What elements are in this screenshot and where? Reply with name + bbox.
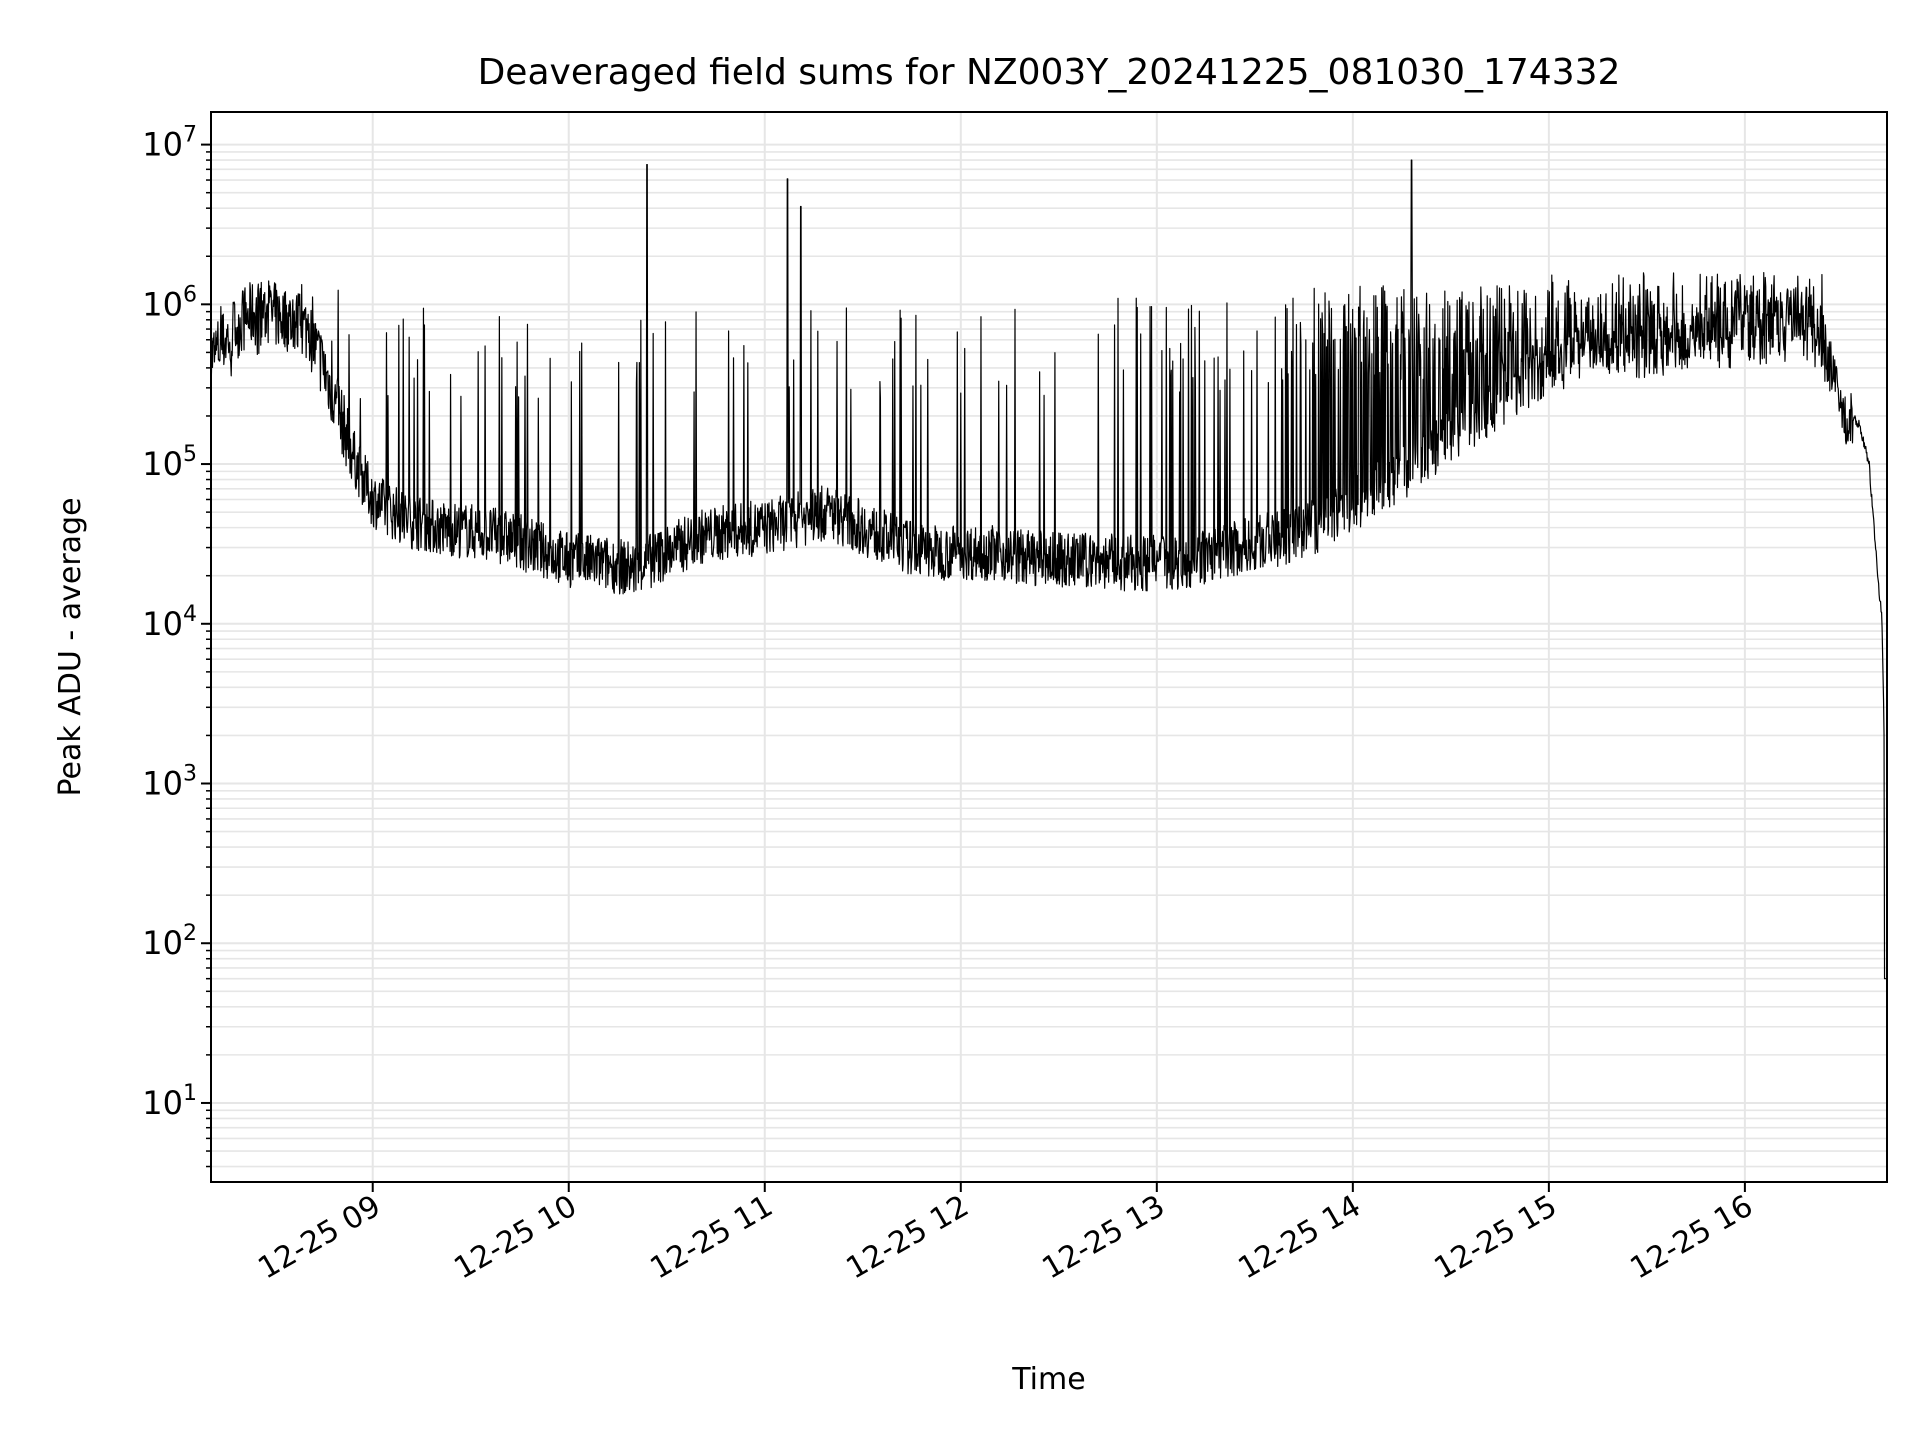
x-axis-label: Time: [1011, 1362, 1085, 1397]
y-tick-label: 101: [142, 1081, 197, 1122]
y-tick-label: 107: [142, 123, 197, 164]
plot-frame: [210, 111, 1888, 1183]
y-tick-label: 102: [142, 921, 197, 962]
data-layer: [210, 159, 1888, 980]
data-series-line: [210, 159, 1888, 980]
chart-title: Deaveraged field sums for NZ003Y_2024122…: [478, 52, 1621, 93]
y-tick-label: 105: [142, 442, 197, 483]
y-tick-label: 103: [142, 762, 197, 803]
grid-layer: [211, 112, 1887, 1182]
y-axis-label: Peak ADU - average: [53, 497, 88, 796]
y-tick-label: 106: [142, 282, 197, 323]
y-tick-label: 104: [142, 602, 197, 643]
